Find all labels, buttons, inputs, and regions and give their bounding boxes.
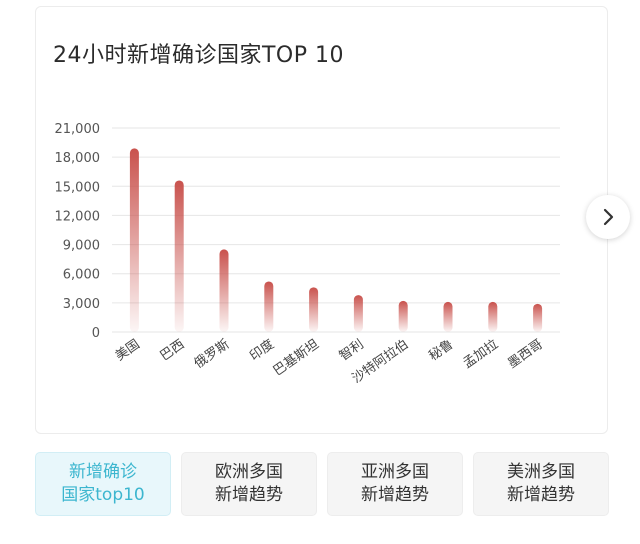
x-tick-label: 印度	[247, 336, 277, 364]
x-tick-label: 巴西	[158, 337, 188, 364]
x-tick-label: 巴基斯坦	[271, 337, 322, 379]
x-tick-label: 墨西哥	[505, 337, 546, 372]
tab-top10[interactable]: 新增确诊 国家top10	[35, 452, 171, 516]
chart-tabs: 新增确诊 国家top10 欧洲多国 新增趋势 亚洲多国 新增趋势 美洲多国 新增…	[35, 452, 610, 518]
tab-label-line2: 新增趋势	[361, 485, 429, 505]
tab-americas-trend[interactable]: 美洲多国 新增趋势	[473, 452, 609, 516]
y-tick-label: 3,000	[63, 297, 100, 312]
tab-asia-trend[interactable]: 亚洲多国 新增趋势	[327, 452, 463, 516]
bar[interactable]	[398, 300, 408, 332]
chevron-right-icon	[603, 208, 614, 226]
tab-label-line1: 欧洲多国	[215, 462, 283, 482]
x-tick-label: 智利	[337, 337, 367, 364]
y-tick-label: 15,000	[55, 180, 101, 195]
y-tick-label: 9,000	[63, 239, 100, 254]
bar[interactable]	[264, 281, 274, 332]
bar[interactable]	[309, 287, 319, 332]
bar[interactable]	[443, 301, 453, 332]
tab-label-line1: 美洲多国	[507, 462, 575, 482]
x-tick-label: 俄罗斯	[192, 337, 233, 372]
y-tick-label: 18,000	[55, 151, 101, 166]
bar[interactable]	[488, 301, 498, 332]
tab-label-line2: 国家top10	[61, 485, 145, 505]
bar[interactable]	[353, 295, 363, 332]
y-tick-label: 0	[92, 326, 100, 341]
bar[interactable]	[533, 303, 543, 332]
tab-label-line2: 新增趋势	[507, 485, 575, 505]
y-tick-label: 12,000	[55, 209, 101, 224]
bar[interactable]	[174, 180, 184, 332]
chart-title: 24小时新增确诊国家TOP 10	[53, 43, 345, 68]
x-tick-label: 美国	[113, 337, 143, 364]
bar[interactable]	[129, 148, 139, 332]
x-tick-label: 孟加拉	[461, 337, 502, 372]
y-tick-label: 21,000	[55, 122, 101, 137]
tab-label-line1: 新增确诊	[69, 462, 137, 482]
bar[interactable]	[219, 249, 229, 332]
tab-europe-trend[interactable]: 欧洲多国 新增趋势	[181, 452, 317, 516]
y-tick-label: 6,000	[63, 268, 100, 283]
tab-label-line1: 亚洲多国	[361, 462, 429, 482]
next-chart-button[interactable]	[586, 195, 630, 239]
x-tick-label: 秘鲁	[426, 337, 456, 364]
tab-label-line2: 新增趋势	[215, 485, 283, 505]
